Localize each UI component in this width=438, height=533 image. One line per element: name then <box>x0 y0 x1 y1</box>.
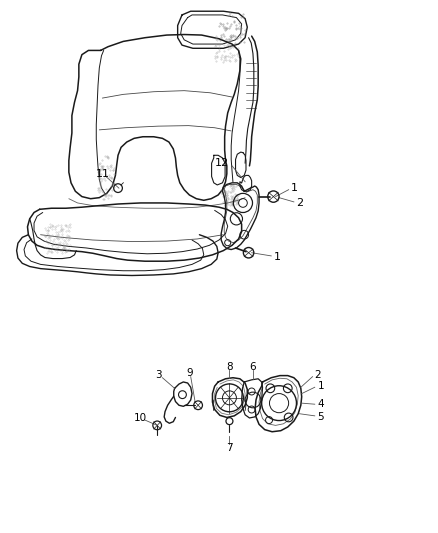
Text: 6: 6 <box>250 362 256 372</box>
Text: 1: 1 <box>291 183 298 193</box>
Text: 5: 5 <box>318 412 324 422</box>
Text: 3: 3 <box>155 369 162 379</box>
Text: 10: 10 <box>134 413 147 423</box>
Text: 2: 2 <box>297 198 304 208</box>
Text: 9: 9 <box>186 368 193 378</box>
Text: 2: 2 <box>315 369 321 379</box>
Text: 4: 4 <box>318 399 324 409</box>
Text: 1: 1 <box>274 252 281 262</box>
Text: 11: 11 <box>95 169 110 179</box>
Text: 7: 7 <box>226 442 233 453</box>
Text: 1: 1 <box>318 381 324 391</box>
Text: 12: 12 <box>215 158 229 168</box>
Text: 8: 8 <box>226 362 233 372</box>
